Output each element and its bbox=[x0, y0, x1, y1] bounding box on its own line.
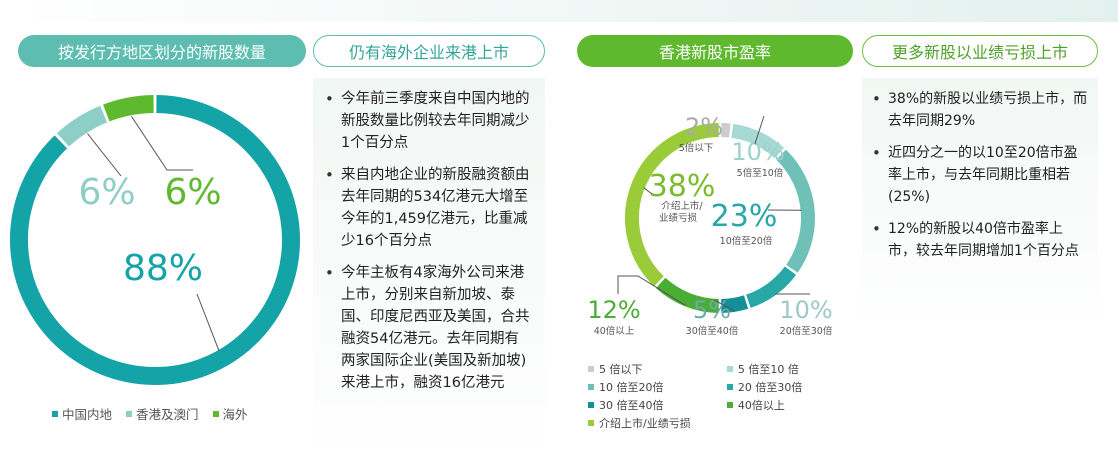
bullet-item: 近四分之一的以10至20倍市盈率上市，与去年同期比重相若(25%) bbox=[868, 142, 1088, 208]
legend-item: 介绍上市/业绩亏损 bbox=[588, 415, 738, 431]
right-bullet-list: 38%的新股以业绩亏损上市，而去年同期29% 近四分之一的以10至20倍市盈率上… bbox=[862, 78, 1098, 262]
slice-label-intro-loss-2: 业绩亏损 bbox=[659, 212, 698, 224]
slice-label-gt40: 40倍以上 bbox=[594, 325, 635, 337]
legend-row: 10 倍至20倍 20 倍至30倍 bbox=[588, 378, 838, 396]
leader-line bbox=[87, 133, 122, 177]
leader-line bbox=[130, 115, 193, 171]
left-chart-title: 按发行方地区划分的新股数量 bbox=[18, 35, 306, 67]
legend-row: 5 倍以下 5 倍至10 倍 bbox=[588, 360, 838, 378]
legend-item: 5 倍至10 倍 bbox=[726, 361, 838, 377]
value-label-20to30: 10% bbox=[779, 296, 832, 324]
legend-label: 介绍上市/业绩亏损 bbox=[599, 417, 691, 430]
donut-slice-6 bbox=[625, 123, 719, 287]
legend-label: 5 倍至10 倍 bbox=[737, 363, 799, 376]
value-label-overseas: 6% bbox=[164, 172, 221, 213]
region-legend: 中国内地 香港及澳门 海外 bbox=[52, 404, 248, 423]
legend-item: 40倍以上 bbox=[726, 397, 838, 413]
value-label-30to40: 5% bbox=[693, 296, 731, 324]
leader-line bbox=[713, 299, 735, 312]
pe-legend: 5 倍以下 5 倍至10 倍 10 倍至20倍 20 倍至30倍 30 倍至40… bbox=[588, 360, 838, 432]
legend-swatch bbox=[726, 384, 733, 390]
legend-label: 20 倍至30倍 bbox=[737, 381, 803, 394]
value-label-lt5: 2% bbox=[685, 113, 723, 141]
legend-item: 海外 bbox=[212, 404, 248, 423]
leader-line bbox=[643, 187, 653, 195]
legend-swatch bbox=[52, 410, 58, 417]
legend-swatch bbox=[588, 420, 594, 426]
donut-slice-1 bbox=[731, 123, 785, 159]
pe-ratio-donut-chart: 2%5倍以下 10%5倍至10倍23%10倍至20倍38%介绍上市/业绩亏损10%… bbox=[587, 113, 833, 337]
legend-label: 5 倍以下 bbox=[599, 363, 643, 376]
legend-swatch bbox=[588, 366, 594, 372]
legend-item: 30 倍至40倍 bbox=[588, 397, 727, 413]
donut-slice-4 bbox=[720, 295, 749, 313]
legend-label: 香港及澳门 bbox=[136, 407, 199, 422]
legend-swatch bbox=[126, 410, 133, 417]
legend-label: 海外 bbox=[222, 407, 248, 422]
legend-swatch bbox=[726, 366, 733, 372]
value-label-10to20: 23% bbox=[711, 199, 778, 234]
leader-line bbox=[196, 293, 220, 352]
legend-row: 30 倍至40倍 40倍以上 bbox=[588, 396, 838, 414]
legend-label: 30 倍至40倍 bbox=[599, 399, 664, 412]
bullet-item: 今年主板有4家海外公司来港上市，分别来自新加坡、泰国、印度尼西亚及美国，合共融资… bbox=[321, 262, 533, 394]
leader-line bbox=[754, 115, 765, 144]
legend-item: 20 倍至30倍 bbox=[726, 379, 838, 395]
mid-bullet-list: 今年前三季度来自中国内地的新股数量比例较去年同期减少1个百分点 来自内地企业的新… bbox=[313, 78, 545, 394]
legend-swatch bbox=[588, 402, 594, 408]
right-text-panel: 38%的新股以业绩亏损上市，而去年同期29% 近四分之一的以10至20倍市盈率上… bbox=[862, 78, 1098, 332]
legend-item: 5 倍以下 bbox=[588, 361, 727, 377]
leader-line bbox=[617, 275, 686, 306]
slice-label-intro-loss-1: 介绍上市/ bbox=[661, 200, 703, 212]
slice-label-20to30: 20倍至30倍 bbox=[780, 325, 833, 337]
value-label-mainland: 88% bbox=[123, 248, 203, 289]
donut-slice-5 bbox=[655, 277, 720, 313]
legend-item: 香港及澳门 bbox=[126, 404, 199, 423]
value-label-gt40: 12% bbox=[587, 296, 640, 324]
top-band bbox=[0, 0, 1118, 22]
donut-slice-1 bbox=[56, 105, 108, 147]
mid-text-panel: 今年前三季度来自中国内地的新股数量比例较去年同期减少1个百分点 来自内地企业的新… bbox=[313, 78, 545, 472]
donut-slice-3 bbox=[745, 266, 797, 308]
legend-row: 介绍上市/业绩亏损 bbox=[588, 414, 838, 432]
legend-swatch bbox=[588, 384, 594, 390]
value-label-5to10: 10% bbox=[731, 138, 784, 166]
region-donut-chart: 6% 6% 88% bbox=[10, 95, 300, 385]
legend-swatch bbox=[212, 410, 219, 417]
bullet-item: 今年前三季度来自中国内地的新股数量比例较去年同期减少1个百分点 bbox=[321, 88, 533, 154]
legend-label: 40倍以上 bbox=[737, 399, 785, 412]
bullet-item: 12%的新股以40倍市盈率上市，较去年同期增加1个百分点 bbox=[868, 218, 1088, 262]
donut-slice-2 bbox=[776, 149, 815, 273]
legend-item: 中国内地 bbox=[52, 404, 112, 423]
bullet-item: 来自内地企业的新股融资额由去年同期的534亿港元大增至今年的1,459亿港元，比… bbox=[321, 164, 533, 252]
slice-label-10to20: 10倍至20倍 bbox=[720, 235, 773, 247]
value-label-hk-macau: 6% bbox=[78, 172, 135, 213]
slice-label-lt5: 5倍以下 bbox=[679, 142, 714, 154]
legend-label: 中国内地 bbox=[62, 407, 113, 422]
donut-slice-2 bbox=[103, 95, 154, 122]
slice-label-30to40: 30倍至40倍 bbox=[686, 325, 739, 337]
value-label-intro-loss: 38% bbox=[649, 169, 716, 204]
right-chart-title: 香港新股市盈率 bbox=[577, 35, 853, 67]
legend-item: 10 倍至20倍 bbox=[588, 379, 727, 395]
slice-label-5to10: 5倍至10倍 bbox=[737, 167, 784, 179]
donut-slice-0 bbox=[721, 123, 731, 138]
mid-section-title: 仍有海外企业来港上市 bbox=[313, 35, 545, 67]
right-section-title: 更多新股以业绩亏损上市 bbox=[862, 35, 1098, 67]
legend-swatch bbox=[726, 402, 733, 408]
donut-slice-0 bbox=[10, 95, 300, 385]
bullet-item: 38%的新股以业绩亏损上市，而去年同期29% bbox=[868, 88, 1088, 132]
legend-label: 10 倍至20倍 bbox=[599, 381, 664, 394]
